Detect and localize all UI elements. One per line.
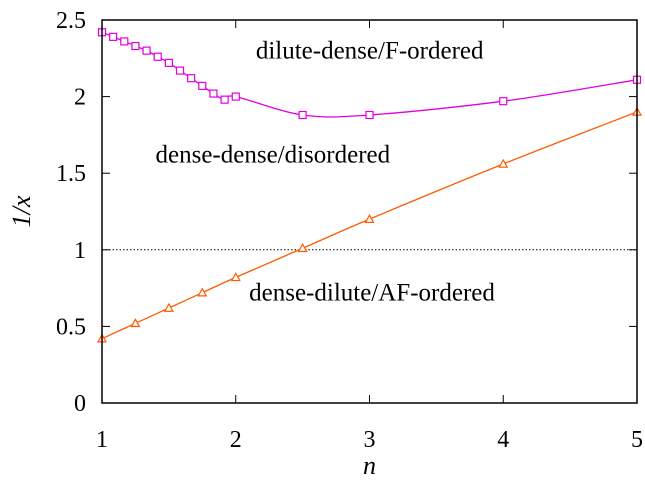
- series-2-point: [197, 287, 208, 297]
- series-1-point: [175, 66, 185, 75]
- region-label: dilute-dense/F-ordered: [256, 37, 484, 64]
- region-label: dense-dense/disordered: [156, 141, 391, 168]
- tick-layer: 1 2 3 4 5 0 0.5 1 1.5 2 2.5: [56, 8, 643, 453]
- x-axis-title: n: [363, 451, 376, 480]
- series-2-point: [297, 243, 308, 253]
- y-axis-title: 1/x: [7, 195, 36, 227]
- x-tick-label: 4: [497, 427, 509, 453]
- series-2-point: [364, 213, 375, 223]
- series-layer: [96, 28, 643, 343]
- series-1-point: [109, 32, 118, 41]
- series-2-point: [230, 272, 241, 282]
- series-2-point: [163, 302, 174, 312]
- y-tick-label: 0.5: [56, 314, 86, 340]
- series-2-point: [498, 158, 509, 168]
- y-tick-label: 0: [74, 391, 86, 417]
- x-tick-label: 5: [631, 427, 643, 453]
- plot-frame: [101, 19, 638, 404]
- x-tick-label: 3: [364, 427, 376, 453]
- y-tick-label: 2: [74, 85, 86, 111]
- series-1-point: [164, 58, 173, 67]
- region-label: dense-dilute/AF-ordered: [249, 279, 495, 306]
- series-1-point: [298, 110, 307, 120]
- series-1-point: [220, 95, 229, 104]
- series-1-point: [231, 92, 240, 101]
- x-tick-label: 1: [96, 427, 108, 453]
- y-tick-label: 1: [74, 238, 86, 264]
- series-1-point: [499, 97, 508, 106]
- series-1-point: [209, 89, 218, 98]
- series-2-point: [130, 318, 141, 328]
- series-1-point: [142, 46, 151, 55]
- x-tick-label: 2: [230, 427, 242, 453]
- series-1-point: [187, 74, 196, 83]
- series-1-point: [153, 52, 162, 61]
- series-1-point: [120, 37, 129, 46]
- y-tick-label: 1.5: [56, 161, 86, 187]
- y-tick-label: 2.5: [56, 8, 86, 34]
- series-1-point: [198, 81, 207, 90]
- series-1-point: [131, 41, 140, 51]
- annotation-layer: dilute-dense/F-ordered dense-dense/disord…: [156, 37, 496, 306]
- series-1-point: [365, 110, 374, 120]
